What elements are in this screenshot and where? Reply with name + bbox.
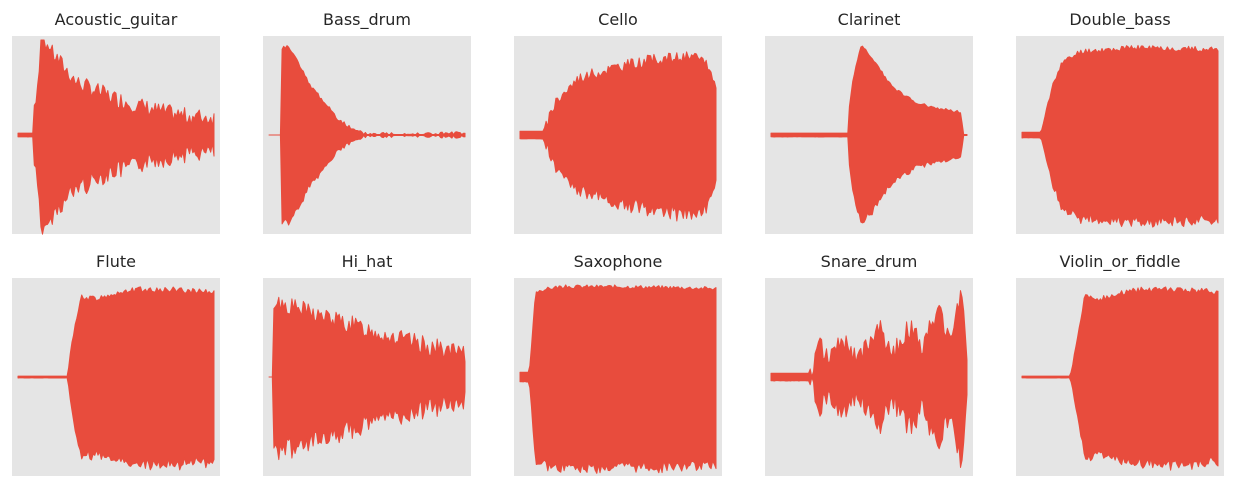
panel-title: Hi_hat <box>342 252 393 272</box>
waveform-series <box>1021 286 1219 471</box>
panel-title: Acoustic_guitar <box>55 10 178 30</box>
panel-title: Double_bass <box>1069 10 1170 30</box>
waveform-series <box>17 39 215 235</box>
waveform-series <box>17 286 215 471</box>
waveform-series <box>519 51 717 222</box>
waveform-series <box>770 290 968 468</box>
panel-title: Saxophone <box>574 252 663 271</box>
waveform-panel-flute: Flute <box>12 252 220 476</box>
waveform-panel-acoustic_guitar: Acoustic_guitar <box>12 10 220 235</box>
panel-title: Snare_drum <box>821 252 918 272</box>
waveform-series <box>1021 44 1219 228</box>
waveform-panel-clarinet: Clarinet <box>765 10 973 234</box>
waveform-panel-bass_drum: Bass_drum <box>263 10 471 234</box>
waveform-series <box>770 45 968 224</box>
waveform-panel-saxophone: Saxophone <box>514 252 722 476</box>
waveform-series <box>519 284 717 474</box>
waveform-panel-hi_hat: Hi_hat <box>263 252 471 476</box>
panel-title: Cello <box>598 10 638 29</box>
panel-title: Flute <box>96 252 136 271</box>
panel-title: Bass_drum <box>323 10 411 30</box>
waveform-panel-cello: Cello <box>514 10 722 234</box>
panel-title: Clarinet <box>838 10 901 29</box>
panel-title: Violin_or_fiddle <box>1060 252 1181 272</box>
waveform-series <box>268 296 466 461</box>
waveform-panel-snare_drum: Snare_drum <box>765 252 973 476</box>
waveform-panel-violin_or_fiddle: Violin_or_fiddle <box>1016 252 1224 476</box>
waveform-series <box>268 45 466 226</box>
waveform-panel-double_bass: Double_bass <box>1016 10 1224 234</box>
